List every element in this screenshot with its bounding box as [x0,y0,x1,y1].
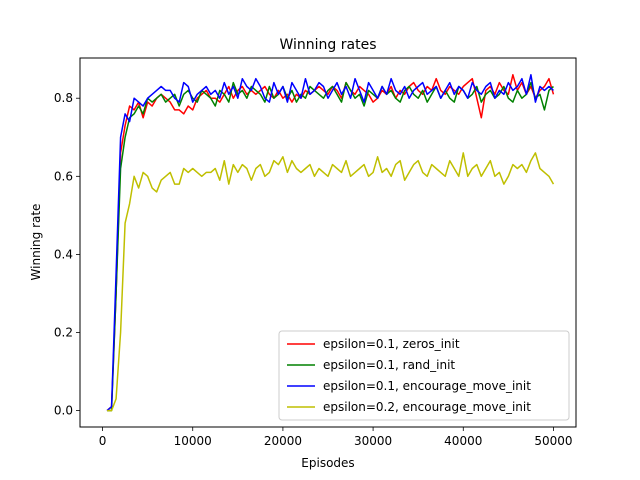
y-tick-label: 0.0 [54,404,73,418]
x-tick-label: 50000 [534,434,572,448]
legend: epsilon=0.1, zeros_init epsilon=0.1, rand… [278,330,570,421]
legend-label-3: epsilon=0.1, encourage_move_init [323,379,531,393]
plot-frame [79,57,577,428]
legend-box [278,330,570,421]
x-tick-label: 10000 [174,434,212,448]
series-line-1 [106,74,555,412]
x-tick-label: 40000 [444,434,482,448]
legend-label-4: epsilon=0.2, encourage_move_init [323,400,531,414]
y-tick-label: 0.8 [54,91,73,105]
y-axis-ticks: 0.0 0.2 0.4 0.6 0.8 [54,91,80,418]
legend-label-2: epsilon=0.1, rand_init [323,358,455,372]
series-line-2 [107,81,554,412]
chart-title: Winning rates [279,37,376,53]
x-tick-label: 30000 [354,434,392,448]
x-tick-label: 20000 [264,434,302,448]
x-tick-label: 0 [99,434,107,448]
y-axis-label: Winning rate [29,204,43,281]
x-axis-ticks: 0 10000 20000 30000 40000 50000 [99,427,573,448]
y-tick-label: 0.4 [54,247,73,261]
y-tick-label: 0.6 [54,169,73,183]
y-tick-label: 0.2 [54,326,73,340]
series-line-4 [107,152,555,412]
legend-label-1: epsilon=0.1, zeros_init [323,337,460,351]
plot-lines [106,74,555,412]
series-line-3 [106,74,554,412]
x-axis-label: Episodes [301,456,354,470]
